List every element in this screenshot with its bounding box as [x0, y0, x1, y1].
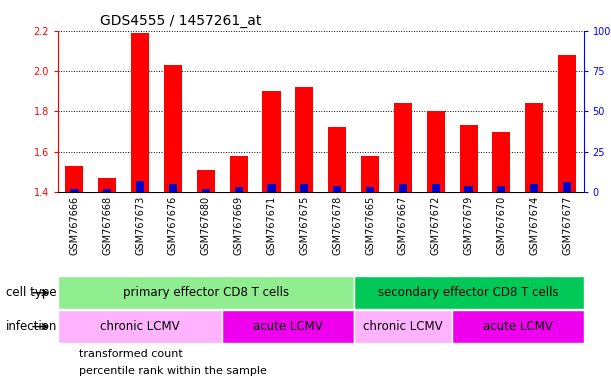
Bar [394, 103, 412, 192]
Bar [431, 184, 440, 192]
Text: GSM767667: GSM767667 [398, 196, 408, 255]
Bar [366, 187, 374, 192]
Text: GSM767680: GSM767680 [201, 196, 211, 255]
Bar [169, 184, 177, 192]
Bar [235, 187, 243, 192]
Bar [268, 184, 276, 192]
Text: GDS4555 / 1457261_at: GDS4555 / 1457261_at [100, 14, 262, 28]
Bar [98, 178, 116, 192]
Bar [558, 55, 576, 192]
Bar [58, 310, 222, 343]
Text: cell type: cell type [6, 286, 57, 299]
Bar [426, 111, 445, 192]
Bar [222, 310, 354, 343]
Bar [65, 166, 84, 192]
Bar [300, 184, 309, 192]
Text: chronic LCMV: chronic LCMV [363, 320, 443, 333]
Text: acute LCMV: acute LCMV [483, 320, 553, 333]
Bar [354, 310, 452, 343]
Text: GSM767669: GSM767669 [233, 196, 244, 255]
Bar [530, 184, 538, 192]
Bar [263, 91, 280, 192]
Text: primary effector CD8 T cells: primary effector CD8 T cells [123, 286, 289, 299]
Text: GSM767671: GSM767671 [266, 196, 277, 255]
Bar [295, 87, 313, 192]
Bar [452, 310, 584, 343]
Bar [202, 189, 210, 192]
Text: GSM767670: GSM767670 [496, 196, 507, 255]
Bar [492, 132, 510, 192]
Bar [361, 156, 379, 192]
Bar [399, 184, 407, 192]
Text: infection: infection [6, 320, 57, 333]
Text: percentile rank within the sample: percentile rank within the sample [79, 366, 267, 376]
Text: GSM767673: GSM767673 [135, 196, 145, 255]
Text: chronic LCMV: chronic LCMV [100, 320, 180, 333]
Bar [497, 185, 505, 192]
Text: GSM767672: GSM767672 [431, 196, 441, 255]
Bar [464, 185, 473, 192]
Text: GSM767676: GSM767676 [168, 196, 178, 255]
Text: GSM767675: GSM767675 [299, 196, 309, 255]
Text: GSM767674: GSM767674 [529, 196, 540, 255]
Bar [197, 170, 215, 192]
Bar [328, 127, 346, 192]
Text: transformed count: transformed count [79, 349, 183, 359]
Text: GSM767665: GSM767665 [365, 196, 375, 255]
Bar [103, 189, 111, 192]
Bar [70, 189, 79, 192]
Text: secondary effector CD8 T cells: secondary effector CD8 T cells [378, 286, 559, 299]
Bar [164, 65, 182, 192]
Bar [136, 181, 144, 192]
Bar [230, 156, 247, 192]
Bar [58, 276, 354, 309]
Text: GSM767677: GSM767677 [562, 196, 572, 255]
Text: acute LCMV: acute LCMV [253, 320, 323, 333]
Text: GSM767678: GSM767678 [332, 196, 342, 255]
Text: GSM767679: GSM767679 [464, 196, 474, 255]
Text: GSM767668: GSM767668 [102, 196, 112, 255]
Bar [354, 276, 584, 309]
Bar [525, 103, 543, 192]
Bar [333, 185, 342, 192]
Bar [459, 126, 478, 192]
Bar [563, 182, 571, 192]
Bar [131, 33, 149, 192]
Text: GSM767666: GSM767666 [70, 196, 79, 255]
